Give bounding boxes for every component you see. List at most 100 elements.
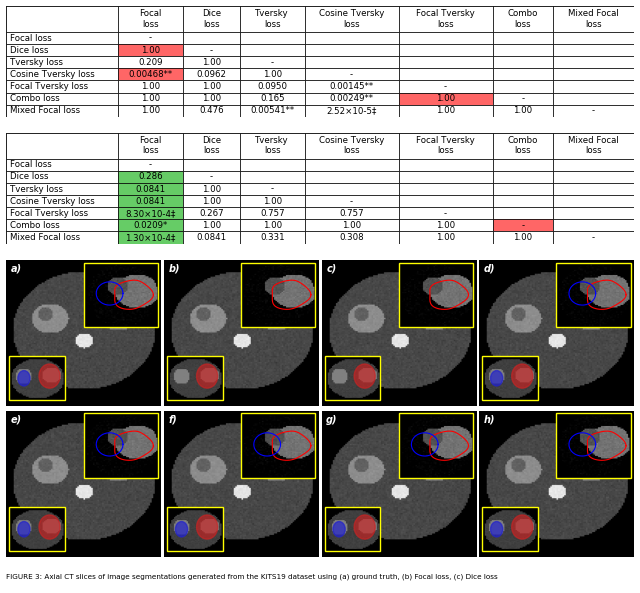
Text: Focal Tversky
loss: Focal Tversky loss xyxy=(416,9,475,28)
Bar xyxy=(167,356,223,400)
Bar xyxy=(240,93,305,104)
Ellipse shape xyxy=(333,521,345,537)
Bar xyxy=(493,44,553,56)
Bar xyxy=(305,93,399,104)
Bar xyxy=(493,231,553,244)
Text: 1.00: 1.00 xyxy=(141,106,160,115)
Bar xyxy=(553,104,634,117)
Bar xyxy=(10,507,65,551)
Bar xyxy=(240,219,305,231)
Text: FIGURE 3: Axial CT slices of image segmentations generated from the KiTS19 datas: FIGURE 3: Axial CT slices of image segme… xyxy=(6,573,498,579)
Bar xyxy=(399,231,493,244)
Text: 1.00: 1.00 xyxy=(202,184,221,193)
Bar xyxy=(6,195,118,207)
Bar xyxy=(493,68,553,81)
Bar xyxy=(6,219,118,231)
Bar xyxy=(118,81,182,93)
Text: -: - xyxy=(350,197,353,206)
Bar xyxy=(553,133,634,159)
Ellipse shape xyxy=(175,521,188,537)
Text: -: - xyxy=(148,160,152,170)
Text: h): h) xyxy=(484,415,495,425)
Text: 0.331: 0.331 xyxy=(260,233,285,242)
Bar xyxy=(399,6,493,32)
Bar xyxy=(182,159,240,171)
Text: 2.52×10-5‡: 2.52×10-5‡ xyxy=(326,106,377,115)
Bar xyxy=(399,44,493,56)
Text: 0.757: 0.757 xyxy=(339,209,364,218)
Text: Dice loss: Dice loss xyxy=(10,173,49,181)
Bar xyxy=(240,207,305,219)
Bar xyxy=(482,356,538,400)
Bar xyxy=(182,219,240,231)
Bar xyxy=(553,231,634,244)
Bar xyxy=(118,44,182,56)
Bar xyxy=(182,171,240,183)
Bar xyxy=(399,159,493,171)
Text: 0.00249**: 0.00249** xyxy=(330,94,374,103)
Text: Combo
loss: Combo loss xyxy=(508,136,538,155)
Bar xyxy=(6,44,118,56)
Ellipse shape xyxy=(490,371,503,386)
Bar xyxy=(305,68,399,81)
Text: Dice loss: Dice loss xyxy=(10,46,49,55)
Text: Mixed Focal
loss: Mixed Focal loss xyxy=(568,9,619,28)
Bar xyxy=(399,263,473,327)
Ellipse shape xyxy=(354,515,375,539)
Text: 1.00: 1.00 xyxy=(202,82,221,91)
Bar xyxy=(553,195,634,207)
Bar xyxy=(553,32,634,44)
Text: 1.00: 1.00 xyxy=(342,221,361,230)
Ellipse shape xyxy=(354,364,375,388)
Bar xyxy=(182,93,240,104)
Text: Cosine Tversky
loss: Cosine Tversky loss xyxy=(319,9,384,28)
Text: 0.0209*: 0.0209* xyxy=(133,221,168,230)
Text: a): a) xyxy=(11,264,22,274)
Ellipse shape xyxy=(512,364,533,388)
Bar xyxy=(553,6,634,32)
Text: 1.00: 1.00 xyxy=(202,58,221,67)
Text: -: - xyxy=(444,209,447,218)
Text: Focal loss: Focal loss xyxy=(10,34,52,43)
Ellipse shape xyxy=(196,364,218,388)
Text: 0.267: 0.267 xyxy=(199,209,223,218)
Text: Tversky
loss: Tversky loss xyxy=(255,9,289,28)
Text: 0.0962: 0.0962 xyxy=(196,70,227,79)
Bar xyxy=(182,104,240,117)
Bar xyxy=(240,6,305,32)
Bar xyxy=(305,81,399,93)
Bar xyxy=(493,171,553,183)
Text: Dice
loss: Dice loss xyxy=(202,136,221,155)
Text: -: - xyxy=(271,184,274,193)
Bar xyxy=(6,133,118,159)
Bar xyxy=(305,183,399,195)
Bar xyxy=(84,263,158,327)
Ellipse shape xyxy=(196,515,218,539)
Text: 0.286: 0.286 xyxy=(138,173,163,181)
Text: 0.0950: 0.0950 xyxy=(257,82,287,91)
Text: -: - xyxy=(210,173,213,181)
Bar xyxy=(305,219,399,231)
Text: Focal
loss: Focal loss xyxy=(139,136,161,155)
Bar xyxy=(399,207,493,219)
Bar xyxy=(324,507,380,551)
Text: Mixed Focal loss: Mixed Focal loss xyxy=(10,233,80,242)
Bar xyxy=(399,93,493,104)
Bar xyxy=(6,171,118,183)
Bar xyxy=(118,231,182,244)
Bar xyxy=(6,231,118,244)
Bar xyxy=(399,219,493,231)
Bar xyxy=(240,133,305,159)
Bar xyxy=(118,104,182,117)
Bar xyxy=(556,413,630,478)
Bar xyxy=(305,56,399,68)
Bar xyxy=(182,6,240,32)
Text: -: - xyxy=(271,58,274,67)
Text: 0.0841: 0.0841 xyxy=(135,197,165,206)
Bar xyxy=(324,356,380,400)
Bar xyxy=(240,195,305,207)
Bar xyxy=(305,6,399,32)
Bar xyxy=(182,183,240,195)
Text: 1.00: 1.00 xyxy=(436,233,455,242)
Text: 1.30×10-4‡: 1.30×10-4‡ xyxy=(125,233,175,242)
